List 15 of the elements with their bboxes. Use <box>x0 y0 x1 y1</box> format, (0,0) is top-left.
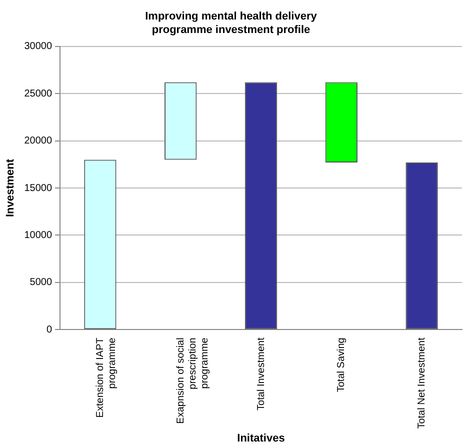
x-tick-label: Exapnsion of social prescription programme <box>175 337 210 424</box>
x-tick-label: Total Investment <box>256 337 267 410</box>
y-tick-label: 20000 <box>24 136 52 147</box>
y-tick-label: 0 <box>46 324 52 336</box>
x-tick-label: Total Saving <box>336 338 348 392</box>
x-axis-title: Initatives <box>237 432 285 444</box>
y-axis-title: Investment <box>4 158 17 218</box>
chart-title: Improving mental health delivery programme investment profile <box>145 10 318 36</box>
x-tick-label: Total Net Investment <box>416 337 428 429</box>
y-tick-label: 10000 <box>24 230 52 241</box>
y-tick-label: 5000 <box>30 277 52 288</box>
x-tick-label: Extension of IAPT programme <box>94 337 118 418</box>
y-tick-label: 30000 <box>24 41 52 52</box>
y-tick-label: 15000 <box>24 182 52 194</box>
y-tick-label: 25000 <box>24 88 52 100</box>
